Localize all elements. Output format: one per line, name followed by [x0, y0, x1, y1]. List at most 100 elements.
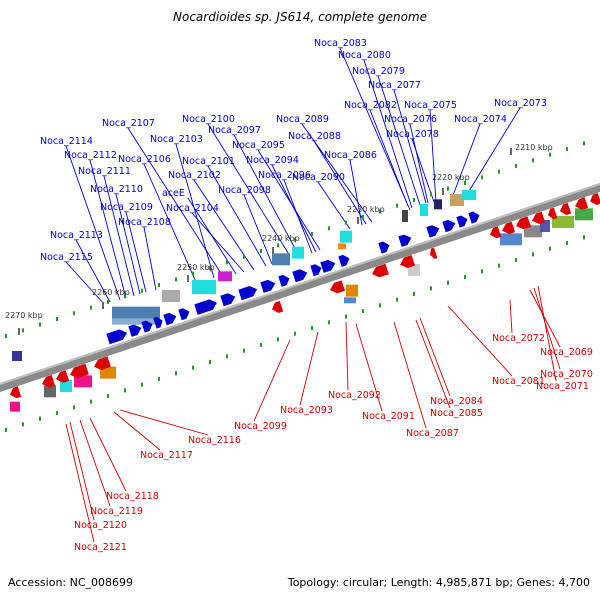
tick-mark-lower [345, 314, 347, 319]
feature-block [272, 253, 290, 266]
topology-label: Topology: circular; Length: 4,985,871 bp… [287, 576, 590, 589]
leader-line-reverse [529, 289, 561, 348]
feature-block [420, 204, 428, 216]
leader-line-forward [283, 179, 313, 254]
gene-label-forward: Noca_2073 [494, 98, 547, 109]
leader-line-forward [191, 212, 245, 273]
tick-mark-upper [73, 311, 75, 316]
feature-block [100, 366, 116, 379]
feature-block [10, 401, 20, 412]
gene-label-reverse: Noca_2099 [234, 421, 287, 432]
tick-mark-lower [362, 309, 364, 313]
feature-block [402, 210, 408, 222]
gene-label-forward: Noca_2077 [368, 80, 421, 91]
gene-label-forward: Noca_2108 [118, 217, 171, 228]
tick-mark-lower [583, 235, 585, 240]
tick-mark-lower [39, 416, 41, 421]
feature-block [344, 297, 356, 304]
tick-mark-lower [209, 360, 211, 364]
tick-mark-lower [379, 303, 381, 308]
tick-mark-upper [158, 283, 160, 287]
leader-line-forward [103, 175, 135, 297]
gene-arrow-reverse [575, 197, 589, 210]
page-title: Nocardioides sp. JS614, complete genome [173, 10, 427, 24]
gene-label-forward: Noca_2106 [118, 154, 171, 165]
gene-label-reverse: Noca_2092 [328, 390, 381, 401]
gene-label-forward: Noca_2086 [324, 150, 377, 161]
feature-block [450, 194, 464, 206]
gene-label-reverse: Noca_2087 [406, 428, 459, 439]
tick-mark-upper [532, 158, 534, 163]
gene-arrow-reverse [400, 255, 415, 268]
leader-line-reverse [69, 421, 95, 521]
tick-mark-upper [192, 271, 194, 276]
tick-mark-lower [56, 411, 58, 415]
tick-mark-lower [328, 320, 330, 325]
gene-label-forward: Noca_2102 [168, 170, 221, 181]
gene-label-forward: Noca_2114 [40, 136, 93, 147]
gene-label-forward: Noca_2115 [40, 252, 93, 263]
leader-line-forward [207, 165, 267, 267]
feature-block [346, 284, 358, 297]
feature-block [44, 385, 56, 398]
gene-label-reverse: Noca_2085 [430, 408, 483, 419]
leader-line-reverse [537, 285, 557, 382]
tick-mark-upper [175, 277, 177, 282]
tick-mark-upper [260, 249, 262, 253]
gene-label-forward: Noca_2100 [182, 114, 235, 125]
gene-label-forward: Noca_2080 [338, 50, 391, 61]
tick-mark-upper [124, 294, 126, 299]
leader-line-forward [175, 143, 215, 279]
leader-line-forward [233, 134, 299, 255]
tick-mark-upper [549, 152, 551, 157]
tick-mark-upper [226, 260, 228, 265]
leader-line-forward [465, 107, 521, 197]
gene-arrow-forward [378, 241, 390, 254]
tick-mark-upper [566, 147, 568, 151]
major-tick [18, 328, 20, 335]
feature-block [434, 199, 442, 210]
gene-label-forward: Noca_2103 [150, 134, 203, 145]
feature-block [192, 280, 216, 294]
leader-line-reverse [415, 319, 451, 409]
leader-line-reverse [65, 423, 95, 543]
feature-block [112, 318, 160, 325]
tick-mark-lower [175, 371, 177, 376]
gene-arrow-forward [442, 219, 456, 233]
tick-mark-lower [141, 382, 143, 387]
gene-arrow-forward [178, 308, 190, 321]
scale-label: 2210 kbp [515, 143, 553, 152]
gene-arrow-reverse [560, 203, 572, 215]
gene-label-forward: Noca_2104 [166, 203, 219, 214]
feature-block [462, 190, 476, 200]
gene-arrow-forward [310, 264, 322, 277]
gene-arrow-forward [153, 316, 163, 329]
gene-arrow-reverse [516, 216, 531, 230]
gene-arrow-reverse [532, 211, 546, 224]
backbone [0, 183, 600, 392]
leader-line-forward [363, 59, 413, 209]
tick-mark-lower [5, 428, 7, 432]
leader-line-forward [257, 149, 321, 251]
tick-mark-lower [243, 348, 245, 353]
tick-mark-upper [294, 237, 296, 242]
tick-mark-lower [22, 422, 24, 427]
gene-arrow-forward [238, 286, 258, 301]
gene-label-forward: Noca_2078 [386, 129, 439, 140]
leader-line-reverse [299, 331, 319, 406]
feature-block [74, 375, 92, 388]
leader-line-reverse [113, 411, 161, 451]
gene-label-forward: Noca_2110 [90, 184, 143, 195]
tick-mark-lower [260, 343, 262, 347]
feature-block [12, 351, 22, 361]
tick-mark-lower [90, 399, 92, 404]
scale-label: 2220 kbp [432, 173, 470, 182]
gene-label-forward: Noca_2074 [454, 114, 507, 125]
scale-label: 2250 kbp [177, 263, 215, 272]
tick-mark-upper [515, 164, 517, 168]
leader-line-forward [339, 47, 411, 211]
leader-line-forward [349, 159, 363, 226]
gene-arrow-forward [338, 254, 350, 267]
major-tick [102, 302, 104, 309]
